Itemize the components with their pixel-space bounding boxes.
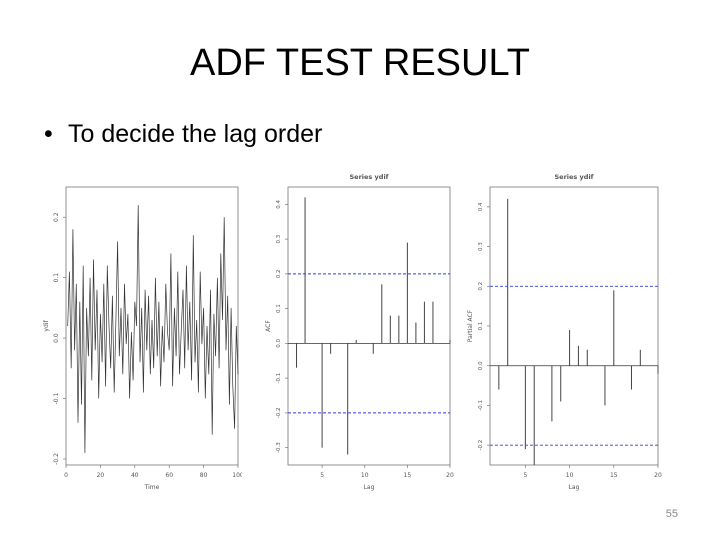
y-tick-label: -0.2: [276, 408, 282, 419]
y-tick-label: 0.3: [276, 234, 282, 243]
slide-title: ADF TEST RESULT: [190, 42, 530, 84]
x-tick-label: 20: [654, 472, 662, 479]
series-line: [67, 205, 239, 453]
y-tick-label: 0.1: [53, 273, 60, 283]
x-tick-label: 5: [320, 472, 324, 479]
bullet-text: To decide the lag order: [68, 120, 323, 148]
y-axis-label: Partial ACF: [467, 309, 474, 342]
bullet-marker: •: [44, 120, 53, 148]
x-tick-label: 20: [446, 472, 454, 479]
page-number: 55: [665, 508, 678, 520]
bullet-item: • To decide the lag order: [44, 120, 322, 149]
y-tick-label: 0.0: [478, 361, 484, 370]
y-axis-label: ydif: [43, 320, 50, 332]
y-tick-label: 0.2: [478, 282, 484, 291]
y-tick-label: 0.2: [53, 212, 60, 222]
x-tick-label: 10: [566, 472, 574, 479]
y-tick-label: 0.1: [478, 322, 484, 331]
x-axis-label: Lag: [364, 484, 375, 491]
y-tick-label: 0.0: [53, 333, 60, 343]
y-tick-label: -0.1: [276, 373, 282, 384]
y-tick-label: -0.2: [478, 440, 484, 451]
x-tick-label: 40: [131, 472, 139, 479]
pacf-plot: Series ydif 5 10 15 20 -0.2 -0.1 0.0 0.1 0.2 0.3 0.…: [467, 173, 662, 491]
y-tick-label: -0.2: [53, 453, 60, 465]
x-tick-label: 15: [610, 472, 618, 479]
x-tick-label: 15: [404, 472, 412, 479]
time-series-plot: 0 20 40 60 80 100 -0.2 -0.1 0.0 0.1 0.2 Time ydif: [43, 186, 242, 491]
y-tick-label: 0.1: [276, 304, 282, 313]
x-tick-label: 100: [232, 472, 242, 479]
y-axis-label: ACF: [265, 320, 272, 332]
plot-frame: [489, 186, 659, 466]
y-tick-label: -0.1: [478, 400, 484, 411]
x-tick-label: 10: [361, 472, 369, 479]
x-tick-label: 0: [64, 472, 68, 479]
y-tick-label: 0.4: [276, 200, 282, 209]
x-axis-label: Lag: [569, 484, 580, 491]
plot-frame: [287, 186, 451, 466]
y-tick-label: 0.2: [276, 270, 282, 279]
x-tick-label: 5: [523, 472, 527, 479]
y-tick-label: -0.3: [276, 442, 282, 453]
x-tick-label: 20: [97, 472, 105, 479]
y-tick-label: 0.3: [478, 242, 484, 251]
y-tick-label: -0.1: [53, 392, 60, 404]
x-tick-label: 80: [200, 472, 208, 479]
chart-title: Series ydif: [554, 173, 593, 181]
x-tick-label: 60: [165, 472, 173, 479]
y-tick-label: 0.4: [478, 202, 484, 211]
x-axis-label: Time: [144, 484, 160, 491]
chart-title: Series ydif: [349, 173, 388, 181]
y-tick-label: 0.0: [276, 339, 282, 348]
acf-plot: Series ydif 5 10 15 20 -0.3 -0.2 -0.1 0.0 0.1 0.2 0…: [265, 173, 454, 491]
plot-frame: [65, 186, 239, 466]
